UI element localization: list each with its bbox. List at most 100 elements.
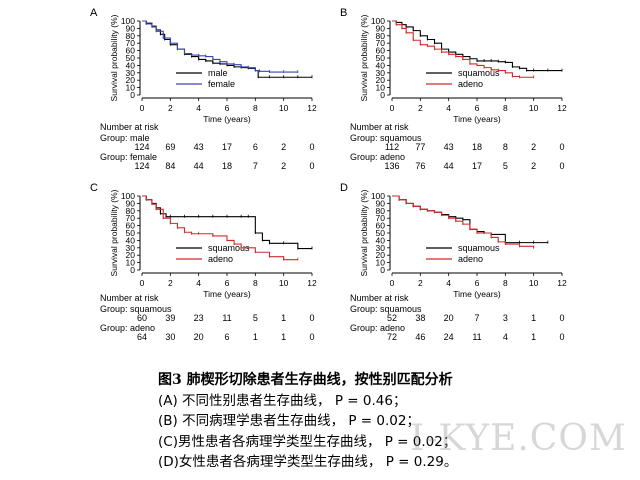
- risk-count: 2: [531, 161, 536, 171]
- risk-count: 43: [194, 142, 204, 152]
- y-tick-label: 70: [126, 213, 136, 223]
- risk-count: 2: [281, 142, 286, 152]
- legend-label: adeno: [208, 254, 233, 264]
- y-tick-label: 100: [121, 16, 135, 26]
- risk-count: 1: [531, 332, 536, 342]
- y-tick-label: 10: [376, 83, 386, 93]
- x-tick-label: 12: [307, 103, 317, 113]
- risk-count: 5: [503, 161, 508, 171]
- y-tick-label: 0: [130, 265, 135, 275]
- legend-label: squamous: [458, 68, 500, 78]
- y-tick-label: 90: [376, 198, 386, 208]
- risk-count: 20: [194, 332, 204, 342]
- x-tick-label: 0: [140, 278, 145, 288]
- y-tick-label: 10: [126, 258, 136, 268]
- y-tick-label: 100: [371, 16, 385, 26]
- x-tick-label: 4: [446, 103, 451, 113]
- legend-label: female: [208, 79, 235, 89]
- risk-count: 72: [387, 332, 397, 342]
- x-axis-label: Time (years): [203, 289, 251, 299]
- risk-count: 38: [415, 313, 425, 323]
- risk-count: 60: [137, 313, 147, 323]
- x-tick-label: 6: [225, 103, 230, 113]
- y-tick-label: 100: [121, 191, 135, 201]
- y-tick-label: 90: [126, 198, 136, 208]
- y-tick-label: 0: [380, 90, 385, 100]
- x-tick-label: 12: [557, 278, 567, 288]
- y-tick-label: 60: [126, 221, 136, 231]
- caption-line-c: (C)男性患者各病理学类型生存曲线， P = 0.02；: [158, 433, 457, 450]
- y-tick-label: 30: [376, 68, 386, 78]
- legend-label: squamous: [458, 243, 500, 253]
- y-tick-label: 80: [376, 31, 386, 41]
- legend-label: adeno: [458, 254, 483, 264]
- risk-group-label: Group: adeno: [350, 323, 405, 333]
- risk-count: 7: [253, 161, 258, 171]
- risk-count: 136: [384, 161, 399, 171]
- survival-curve-squamous: [392, 195, 548, 244]
- panel-label: A: [90, 7, 98, 19]
- survival-curve-squamous: [392, 20, 562, 72]
- risk-count: 43: [444, 142, 454, 152]
- caption-line-d: (D)女性患者各病理学类型生存曲线， P = 0.29。: [158, 454, 458, 470]
- risk-count: 11: [472, 332, 481, 342]
- risk-count: 46: [415, 332, 425, 342]
- x-tick-label: 12: [557, 103, 567, 113]
- y-tick-label: 20: [126, 75, 136, 85]
- risk-count: 52: [387, 313, 397, 323]
- y-tick-label: 90: [376, 23, 386, 33]
- x-tick-label: 4: [196, 103, 201, 113]
- y-tick-label: 50: [126, 53, 136, 63]
- risk-count: 17: [472, 161, 482, 171]
- y-tick-label: 80: [126, 206, 136, 216]
- risk-count: 0: [559, 161, 564, 171]
- risk-count: 0: [559, 313, 564, 323]
- risk-count: 0: [309, 332, 314, 342]
- x-tick-label: 0: [390, 103, 395, 113]
- risk-count: 0: [559, 332, 564, 342]
- x-tick-label: 2: [168, 103, 173, 113]
- x-tick-label: 10: [279, 103, 289, 113]
- risk-count: 124: [134, 142, 149, 152]
- y-tick-label: 20: [126, 250, 136, 260]
- risk-count: 5: [253, 313, 258, 323]
- y-tick-label: 100: [371, 191, 385, 201]
- risk-count: 24: [444, 332, 454, 342]
- risk-count: 84: [165, 161, 175, 171]
- risk-count: 8: [503, 142, 508, 152]
- panel-label: B: [340, 7, 347, 19]
- figure-caption: 图3 肺楔形切除患者生存曲线，按性别匹配分析 (A) 不同性别患者生存曲线， P…: [158, 370, 628, 473]
- caption-title: 图3 肺楔形切除患者生存曲线，按性别匹配分析: [158, 372, 453, 388]
- risk-table-heading: Number at risk: [100, 293, 159, 303]
- risk-count: 0: [309, 161, 314, 171]
- risk-count: 1: [531, 313, 536, 323]
- risk-count: 20: [444, 313, 454, 323]
- x-axis-label: Time (years): [453, 114, 501, 124]
- y-axis-label: Survival probability (%): [109, 189, 119, 276]
- x-tick-label: 12: [307, 278, 317, 288]
- y-tick-label: 70: [376, 38, 386, 48]
- x-tick-label: 4: [196, 278, 201, 288]
- risk-count: 64: [137, 332, 147, 342]
- risk-count: 112: [385, 142, 399, 152]
- risk-count: 2: [531, 142, 536, 152]
- y-tick-label: 40: [126, 60, 136, 70]
- risk-count: 1: [281, 313, 286, 323]
- risk-count: 0: [559, 142, 564, 152]
- risk-count: 1: [253, 332, 258, 342]
- risk-count: 0: [309, 142, 314, 152]
- y-tick-label: 20: [376, 75, 386, 85]
- y-tick-label: 70: [126, 38, 136, 48]
- panel-label: D: [340, 182, 348, 194]
- caption-line-b: (B) 不同病理学患者生存曲线， P = 0.02；: [158, 413, 420, 429]
- risk-count: 4: [503, 332, 508, 342]
- risk-table-heading: Number at risk: [350, 293, 409, 303]
- y-tick-label: 40: [376, 235, 386, 245]
- x-tick-label: 10: [529, 278, 539, 288]
- y-tick-label: 60: [126, 46, 136, 56]
- caption-line-a: (A) 不同性别患者生存曲线， P = 0.46；: [158, 392, 407, 409]
- risk-count: 69: [165, 142, 175, 152]
